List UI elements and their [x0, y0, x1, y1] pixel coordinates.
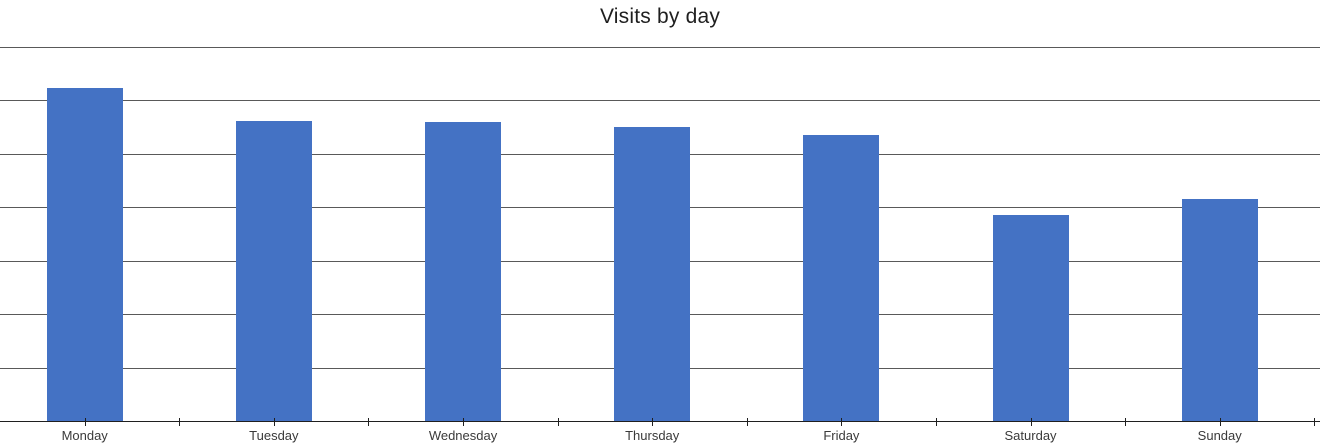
- x-axis-tick: [557, 418, 559, 426]
- x-axis-tick: [746, 418, 748, 426]
- bar-tuesday: [235, 121, 312, 421]
- bar-sunday: [1181, 198, 1258, 421]
- x-label-thursday: Thursday: [625, 428, 680, 443]
- horizontal-gridline: [0, 100, 1320, 101]
- x-label-saturday: Saturday: [1004, 428, 1057, 443]
- x-axis-tick: [179, 418, 181, 426]
- x-axis-tick: [652, 418, 654, 426]
- chart-title: Visits by day: [599, 5, 721, 28]
- x-label-tuesday: Tuesday: [249, 428, 299, 443]
- x-axis-tick: [841, 418, 843, 426]
- x-axis-tick: [273, 418, 275, 426]
- x-axis-tick: [935, 418, 937, 426]
- bar-wednesday: [425, 122, 502, 421]
- bar-friday: [803, 134, 880, 421]
- x-axis-tick: [1219, 418, 1221, 426]
- x-axis-line: [0, 421, 1320, 422]
- x-axis-tick: [368, 418, 370, 426]
- bar-thursday: [614, 126, 691, 421]
- x-axis-tick: [84, 418, 86, 426]
- bar-monday: [46, 88, 123, 421]
- x-axis-tick: [463, 418, 465, 426]
- bar-saturday: [992, 215, 1069, 421]
- x-axis-tick: [1314, 418, 1316, 426]
- x-label-sunday: Sunday: [1197, 428, 1242, 443]
- x-axis-tick: [1030, 418, 1032, 426]
- x-label-wednesday: Wednesday: [428, 428, 498, 443]
- horizontal-gridline: [0, 46, 1320, 48]
- x-label-monday: Monday: [61, 428, 108, 443]
- x-label-friday: Friday: [823, 428, 860, 443]
- x-axis-tick: [1125, 418, 1127, 426]
